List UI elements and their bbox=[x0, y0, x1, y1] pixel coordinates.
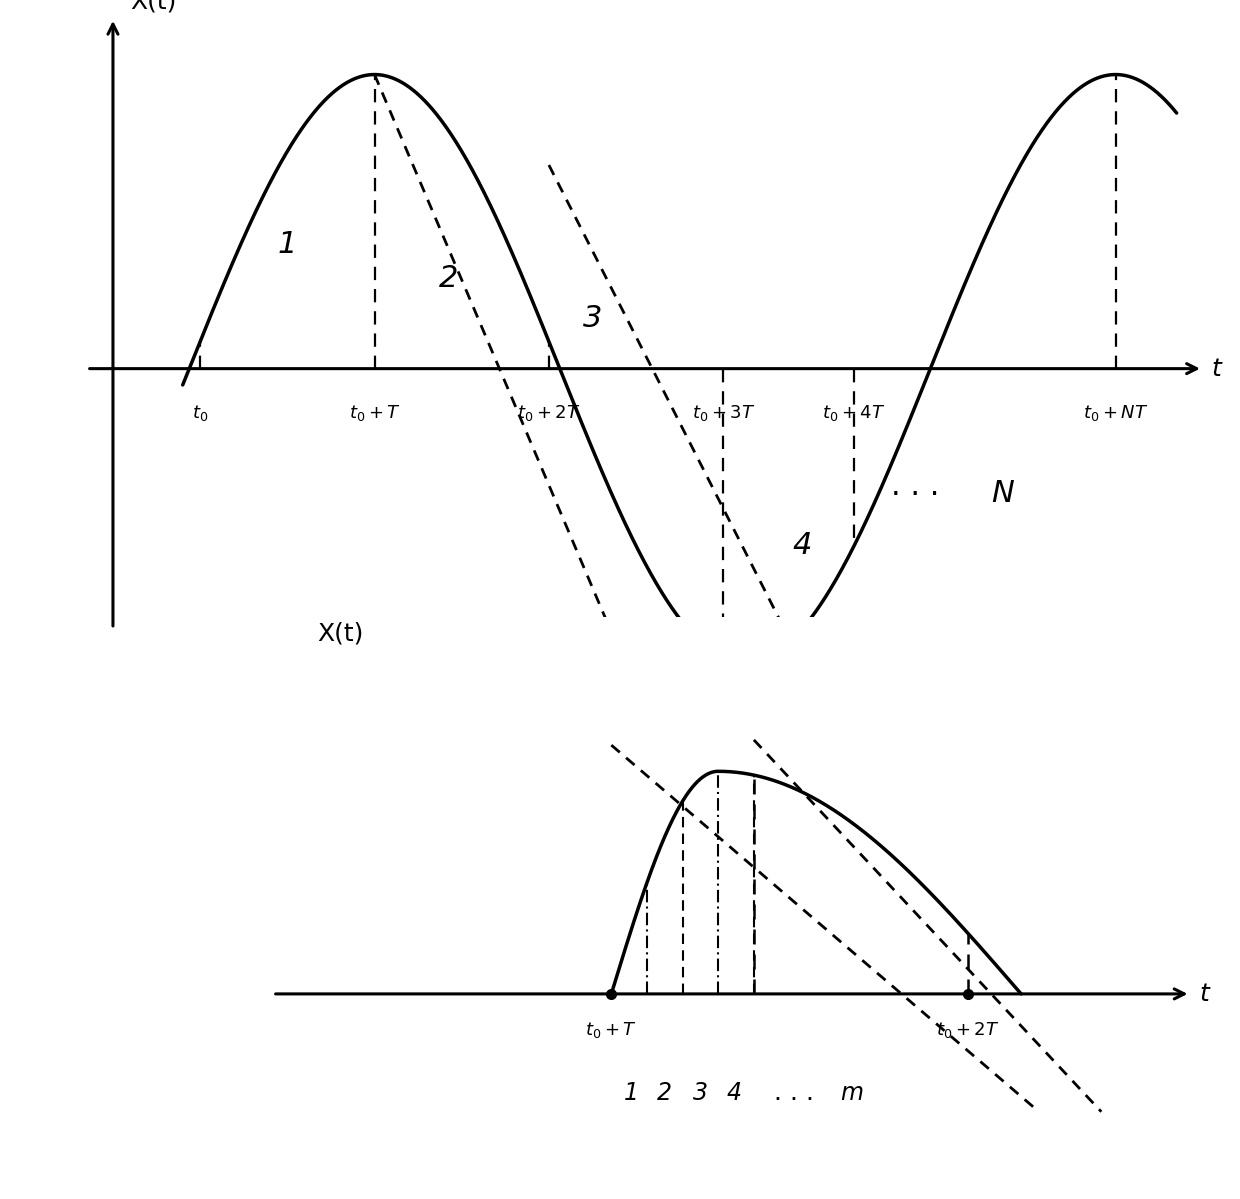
Text: $t_0+4T$: $t_0+4T$ bbox=[822, 403, 885, 422]
Text: 2: 2 bbox=[657, 1081, 672, 1105]
Text: 4: 4 bbox=[792, 531, 811, 560]
Text: 3: 3 bbox=[583, 305, 603, 333]
Text: N: N bbox=[991, 478, 1014, 507]
Text: $t_0+3T$: $t_0+3T$ bbox=[692, 403, 755, 422]
Text: $t_0+T$: $t_0+T$ bbox=[585, 1020, 637, 1040]
Text: t: t bbox=[1211, 356, 1221, 380]
Text: 1: 1 bbox=[278, 230, 298, 259]
Text: $t_0$: $t_0$ bbox=[192, 403, 208, 422]
Text: $t_0+NT$: $t_0+NT$ bbox=[1083, 403, 1148, 422]
Text: $t_0+2T$: $t_0+2T$ bbox=[517, 403, 580, 422]
Text: 4: 4 bbox=[727, 1081, 742, 1105]
Text: 2: 2 bbox=[439, 264, 459, 293]
Text: $t_0+2T$: $t_0+2T$ bbox=[936, 1020, 999, 1040]
Text: $t_0+T$: $t_0+T$ bbox=[348, 403, 401, 422]
Text: m: m bbox=[841, 1081, 863, 1105]
Text: X(t): X(t) bbox=[130, 0, 177, 13]
Text: . . .: . . . bbox=[890, 471, 939, 501]
Text: 1: 1 bbox=[624, 1081, 639, 1105]
Text: . . .: . . . bbox=[774, 1081, 813, 1105]
Text: X(t): X(t) bbox=[317, 621, 363, 645]
Text: t: t bbox=[1199, 982, 1209, 1006]
Text: 3: 3 bbox=[693, 1081, 708, 1105]
